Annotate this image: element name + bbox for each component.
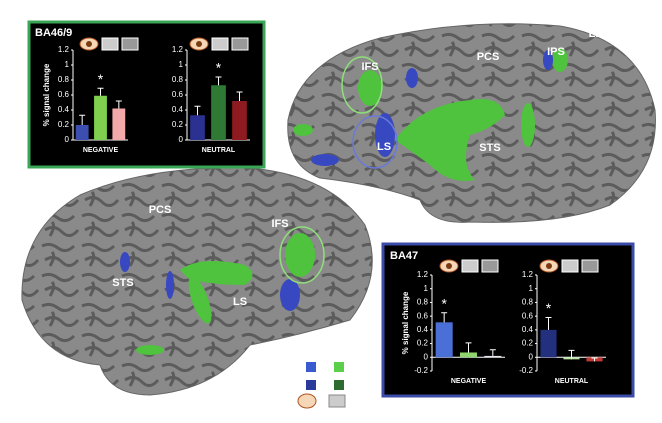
bar	[484, 355, 502, 358]
x-axis-label: NEGATIVE	[83, 147, 119, 154]
y-tick-label: 0.6	[522, 311, 534, 320]
y-tick-label: 0.8	[522, 298, 534, 307]
region-label: LS	[233, 296, 247, 308]
panel-title: BA46/9	[35, 27, 72, 39]
error-bar	[97, 87, 104, 96]
y-tick-label: 0.2	[172, 120, 184, 129]
panel-title: BA47	[390, 250, 418, 262]
bar	[94, 95, 107, 140]
y-tick-label: 1.2	[58, 45, 70, 54]
region-label: LS	[377, 141, 391, 153]
region-label: PCS	[149, 204, 172, 216]
scrambled-icon	[121, 37, 139, 51]
eye-iris	[546, 263, 552, 269]
region-label: RH	[30, 184, 46, 196]
x-axis-label: NEUTRAL	[555, 378, 589, 385]
y-tick-label: -0.2	[414, 366, 428, 375]
bar	[540, 329, 557, 358]
legend-swatch	[334, 362, 344, 372]
y-tick-label: 1	[179, 60, 184, 69]
y-tick-label: 0	[65, 135, 70, 144]
y-tick-label: 0.2	[417, 339, 429, 348]
error-bar	[489, 349, 496, 356]
legend-title: p < 0.05	[300, 339, 355, 356]
bar	[112, 108, 126, 140]
error-bar	[545, 317, 552, 330]
scrambled-icon	[481, 259, 499, 273]
y-tick-label: 0.6	[58, 90, 70, 99]
legend-swatch	[306, 362, 316, 372]
scrambled-icon	[328, 394, 346, 408]
scrambled-icon	[561, 259, 579, 273]
region-label: IFS	[271, 218, 288, 230]
error-bar	[115, 100, 122, 109]
bar	[75, 125, 89, 140]
y-tick-label: 0.8	[172, 75, 184, 84]
sample-size: N = 12	[12, 392, 45, 404]
significance-star: *	[546, 300, 552, 316]
region-label: IFS	[361, 61, 378, 73]
y-tick-label: 1.2	[172, 45, 184, 54]
significance-star: *	[216, 60, 222, 76]
y-axis-label: % signal change	[42, 63, 51, 126]
scrambled-icon	[211, 37, 229, 51]
x-axis-label: NEUTRAL	[202, 147, 236, 154]
y-tick-label: 0.4	[172, 105, 184, 114]
error-bar	[441, 312, 448, 323]
activations	[120, 48, 568, 355]
error-bar	[79, 114, 86, 125]
region-label: LH	[589, 28, 604, 40]
bar	[232, 101, 247, 140]
error-bar	[194, 105, 201, 116]
eye-icon	[297, 393, 317, 409]
y-tick-label: 0	[424, 352, 429, 361]
bar	[190, 115, 205, 140]
y-axis-label: % signal change	[401, 291, 410, 354]
eye-iris	[446, 263, 452, 269]
significance-star: *	[441, 295, 447, 311]
error-bar	[568, 349, 575, 360]
y-tick-label: 1.2	[522, 270, 534, 279]
error-bar	[215, 76, 222, 86]
bar	[459, 352, 478, 358]
significance-star: *	[98, 71, 104, 87]
y-tick-label: 0.8	[417, 298, 429, 307]
legend-swatch	[306, 380, 316, 390]
y-tick-label: 0	[529, 352, 534, 361]
y-tick-label: 0.8	[58, 75, 70, 84]
legend-swatch	[334, 380, 344, 390]
error-bar	[591, 357, 598, 362]
error-bar	[465, 342, 472, 353]
scrambled-icon	[231, 37, 249, 51]
region-label: STS	[112, 277, 133, 289]
y-tick-label: 0.4	[522, 325, 534, 334]
y-tick-label: 0.6	[172, 90, 184, 99]
y-tick-label: 0.4	[58, 105, 70, 114]
y-tick-label: 0.6	[417, 311, 429, 320]
y-tick-label: 0.2	[58, 120, 70, 129]
y-tick-label: 1	[65, 60, 70, 69]
y-tick-label: 0	[179, 135, 184, 144]
eye-iris	[196, 41, 202, 47]
y-tick-label: 1.2	[417, 270, 429, 279]
y-tick-label: 0.4	[417, 325, 429, 334]
scrambled-icon	[581, 259, 599, 273]
y-tick-label: 0.2	[522, 339, 534, 348]
region-label: PCS	[477, 51, 500, 63]
y-tick-label: -0.2	[519, 366, 533, 375]
eye-iris	[86, 41, 92, 47]
y-tick-label: 1	[529, 284, 534, 293]
x-axis-label: NEGATIVE	[451, 378, 487, 385]
bar	[211, 85, 226, 140]
error-bar	[236, 91, 243, 101]
bar	[435, 322, 453, 358]
y-tick-label: 1	[424, 284, 429, 293]
region-label: IPS	[547, 46, 565, 58]
scrambled-icon	[461, 259, 479, 273]
scrambled-icon	[101, 37, 119, 51]
region-label: STS	[479, 142, 500, 154]
